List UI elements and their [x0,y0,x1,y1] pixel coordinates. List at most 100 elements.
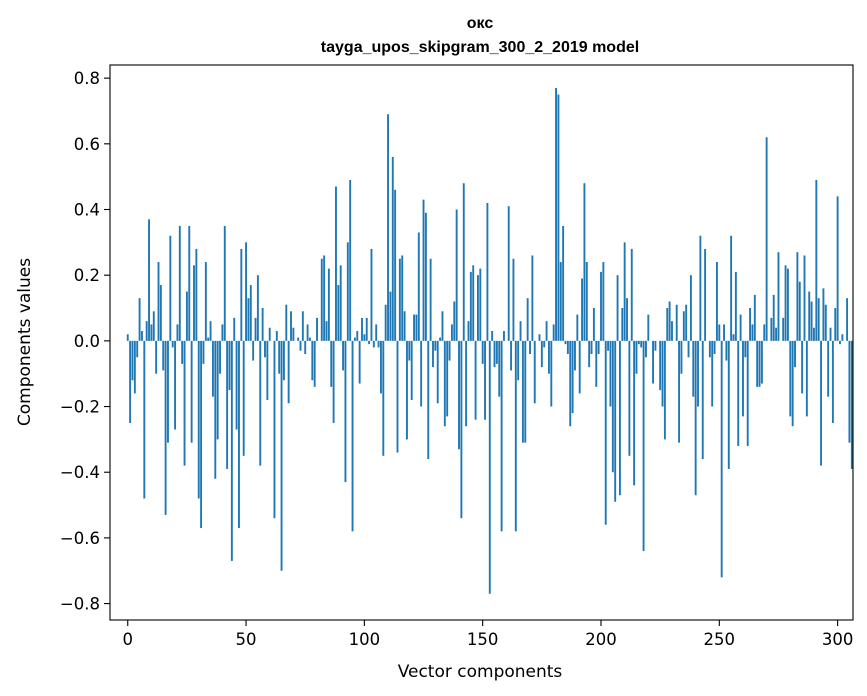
bar [557,94,560,341]
bar [356,331,359,341]
bar [330,340,333,387]
bar [335,186,337,341]
bar [609,340,612,407]
bar [765,137,768,341]
bar [645,340,647,358]
bar [316,317,318,341]
bar [794,340,796,368]
bar [713,340,716,354]
bar [226,340,229,469]
bar [469,271,472,341]
y-tick-label: 0.4 [74,200,100,219]
bar [744,340,747,358]
bar [193,265,195,341]
bar [126,334,129,341]
chart-subtitle: tayga_upos_skipgram_300_2_2019 model [321,39,639,56]
bar [699,235,702,341]
bar [481,340,484,364]
bar [200,340,203,529]
bar [368,340,371,345]
bar [422,199,425,341]
bar [803,255,806,341]
bar [389,291,392,341]
bar [351,340,354,532]
bar [687,340,690,358]
bar [659,340,662,391]
bar [155,340,158,374]
bar [230,340,233,561]
bar [801,340,804,394]
bar [202,340,205,364]
bar [571,340,574,414]
bar [256,275,259,341]
bar [614,340,617,502]
bar [666,308,669,341]
bar [458,340,460,450]
bar [850,340,853,469]
bar [507,206,510,341]
bar [221,324,224,341]
bar [297,337,300,341]
bar [396,340,399,453]
bar [488,340,491,594]
bar [682,311,685,341]
bar [311,340,314,381]
x-tick-label: 150 [467,630,499,649]
y-tick-label: 0.2 [74,266,100,285]
bar [467,321,470,341]
bar [252,340,255,361]
bar [519,321,522,341]
bar [240,248,243,341]
bar [685,304,688,341]
bar [465,340,468,427]
bar [292,327,295,341]
bar [498,340,501,397]
bar [749,308,752,341]
bar [337,285,340,341]
bar [493,340,496,368]
bar [756,340,759,387]
bar [342,340,345,371]
bar [588,340,591,368]
bar [403,311,406,341]
bar [517,340,520,381]
bar [715,262,718,341]
bar [427,340,430,460]
bar [320,258,323,341]
bar [188,225,191,341]
bar [491,331,494,341]
bar [514,340,517,532]
bar [689,275,692,341]
bar [339,265,342,341]
bar [621,308,624,341]
bar [145,321,148,341]
bar [592,308,595,341]
bar [623,242,626,341]
bar [512,258,515,341]
bar [813,327,815,341]
bar [543,340,546,348]
bar [382,340,385,456]
bar [789,340,792,417]
bar [327,268,330,341]
x-tick-label: 100 [349,630,381,649]
bar [590,340,593,354]
bar [443,340,446,427]
bar [566,340,569,354]
bar [583,183,586,341]
bar [810,301,813,341]
bar [758,340,761,387]
bar [479,268,482,341]
bar [455,209,458,341]
bar [848,340,851,443]
bar [704,248,707,341]
bar [238,340,240,529]
bar [846,298,849,341]
bar [228,340,231,391]
bar [628,340,631,456]
bar [718,324,721,341]
bar [450,324,453,341]
y-tick-label: −0.2 [60,398,100,417]
bar [552,324,555,341]
bar [827,340,830,397]
